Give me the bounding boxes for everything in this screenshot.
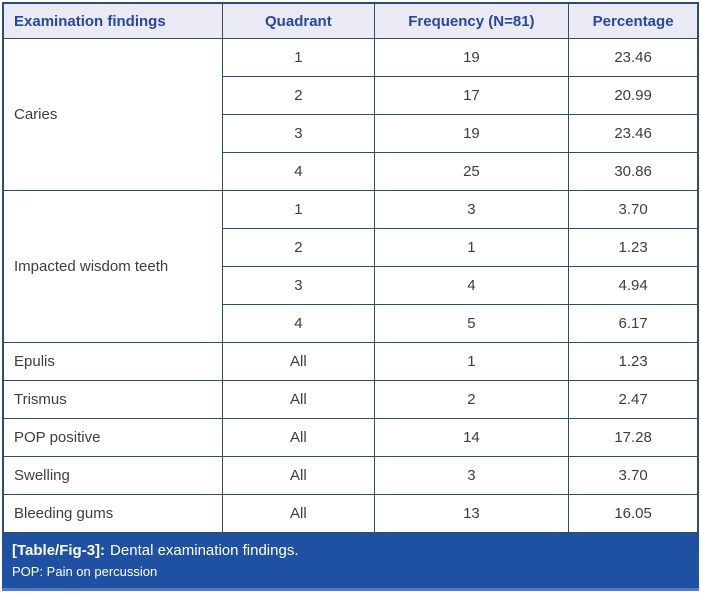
dental-findings-table: Examination findings Quadrant Frequency … (2, 2, 699, 534)
column-header-examination-findings: Examination findings (2, 2, 224, 39)
table-figure-label: [Table/Fig-3]: (12, 542, 106, 559)
table-row: 3 19 23.46 (3, 114, 699, 153)
table-row: 2 17 20.99 (3, 76, 699, 115)
quadrant-cell: 4 (222, 304, 375, 343)
header-row: Examination findings Quadrant Frequency … (2, 2, 699, 39)
percentage-cell: 2.47 (568, 380, 699, 419)
column-header-percentage: Percentage (568, 2, 699, 39)
frequency-cell: 25 (373, 152, 570, 191)
frequency-cell: 3 (373, 456, 570, 495)
frequency-cell: 3 (373, 190, 570, 229)
column-header-frequency: Frequency (N=81) (373, 2, 570, 39)
table-row: 4 5 6.17 (3, 304, 699, 343)
quadrant-cell: All (222, 380, 375, 419)
percentage-cell: 4.94 (568, 266, 699, 305)
finding-cell: Bleeding gums (2, 494, 224, 534)
table-row: POP positive All 14 17.28 (2, 418, 699, 457)
table-caption: [Table/Fig-3]: Dental examination finding… (12, 541, 689, 561)
frequency-cell: 17 (373, 76, 570, 115)
percentage-cell: 16.05 (568, 494, 699, 534)
table-row: Trismus All 2 2.47 (2, 380, 699, 419)
percentage-cell: 3.70 (568, 190, 699, 229)
table-row: Impacted wisdom teeth 1 3 3.70 (2, 190, 699, 343)
percentage-cell: 23.46 (568, 114, 699, 153)
percentage-cell: 20.99 (568, 76, 699, 115)
finding-cell: Trismus (2, 380, 224, 419)
percentage-cell: 3.70 (568, 456, 699, 495)
percentage-cell: 6.17 (568, 304, 699, 343)
frequency-cell: 5 (373, 304, 570, 343)
finding-cell: Swelling (2, 456, 224, 495)
percentage-cell: 1.23 (568, 342, 699, 381)
frequency-cell: 19 (373, 114, 570, 153)
table-row: Epulis All 1 1.23 (2, 342, 699, 381)
table-row: 3 4 4.94 (3, 266, 699, 305)
quadrant-cell: All (222, 418, 375, 457)
frequency-cell: 1 (373, 228, 570, 267)
quadrant-cell: 3 (222, 266, 375, 305)
quadrant-cell: All (222, 342, 375, 381)
table-caption-title: Dental examination findings. (110, 542, 299, 559)
bottom-accent-rule (2, 588, 699, 591)
frequency-cell: 14 (373, 418, 570, 457)
frequency-cell: 1 (373, 342, 570, 381)
table-row: Swelling All 3 3.70 (2, 456, 699, 495)
quadrant-cell: 1 (222, 38, 375, 77)
quadrant-cell: All (222, 456, 375, 495)
frequency-cell: 19 (373, 38, 570, 77)
frequency-cell: 13 (373, 494, 570, 534)
table-footnote: POP: Pain on percussion (12, 564, 158, 579)
finding-cell: Epulis (2, 342, 224, 381)
finding-cell: Caries (2, 38, 224, 191)
percentage-cell: 17.28 (568, 418, 699, 457)
quadrant-cell: 4 (222, 152, 375, 191)
quadrant-cell: 1 (222, 190, 375, 229)
table-caption-band: [Table/Fig-3]: Dental examination finding… (2, 534, 699, 588)
percentage-cell: 30.86 (568, 152, 699, 191)
table-row: 4 25 30.86 (3, 152, 699, 191)
frequency-cell: 4 (373, 266, 570, 305)
finding-cell: Impacted wisdom teeth (2, 190, 224, 343)
table-row: 2 1 1.23 (3, 228, 699, 267)
percentage-cell: 23.46 (568, 38, 699, 77)
frequency-cell: 2 (373, 380, 570, 419)
table-row: Caries 1 19 23.46 (2, 38, 699, 191)
finding-cell: POP positive (2, 418, 224, 457)
quadrant-cell: All (222, 494, 375, 534)
quadrant-cell: 2 (222, 76, 375, 115)
table-figure-3: Examination findings Quadrant Frequency … (2, 2, 699, 591)
table-row: Bleeding gums All 13 16.05 (2, 494, 699, 534)
percentage-cell: 1.23 (568, 228, 699, 267)
column-header-quadrant: Quadrant (222, 2, 375, 39)
quadrant-cell: 2 (222, 228, 375, 267)
quadrant-cell: 3 (222, 114, 375, 153)
